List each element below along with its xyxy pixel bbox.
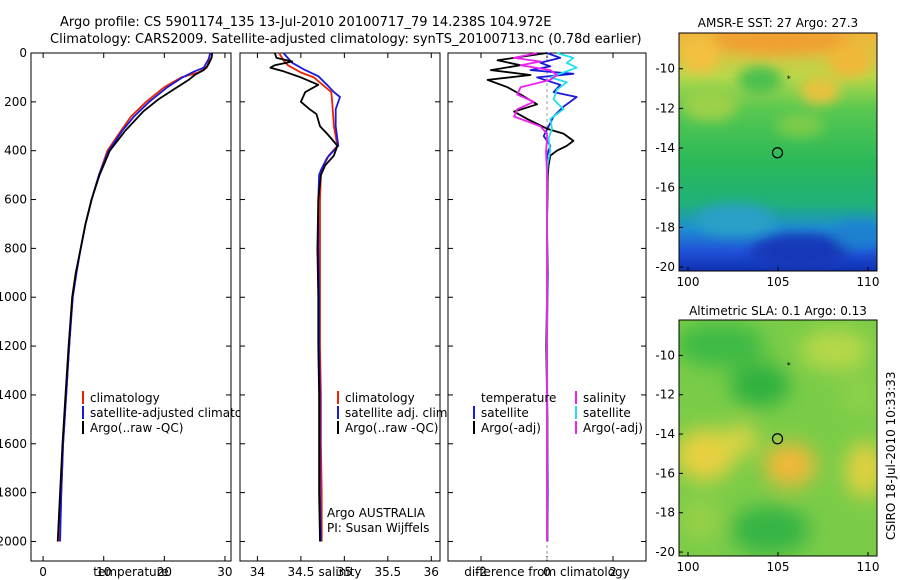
ytick-label: -14 <box>655 141 675 155</box>
sla-map-panel: Altimetric SLA: 0.1 Argo: 0.13 100 105 110… <box>655 304 879 574</box>
salinity-panel: 34 34.5 35 35.5 36 climatology satellite adj… <box>239 52 451 579</box>
xtick-label: -2 <box>475 565 487 579</box>
ytick-label: 800 <box>4 241 27 255</box>
salinity-lines <box>269 52 341 542</box>
float-position-marker <box>771 147 784 159</box>
figure-title-line2: Climatology: CARS2009. Satellite-adjuste… <box>50 32 642 47</box>
ytick-label: 600 <box>4 193 27 207</box>
ytick-label: 400 <box>4 144 27 158</box>
ytick-label: 1000 <box>0 290 27 304</box>
ytick-label: 1800 <box>0 486 27 500</box>
ytick-label: -20 <box>655 260 675 274</box>
salinity-xlabel: salinity <box>318 565 361 579</box>
difference-xlabel: difference from climatology <box>464 565 630 579</box>
side-label: CSIRO 18-Jul-2010 10:33:33 <box>884 372 898 540</box>
sst-map-title: AMSR-E SST: 27 Argo: 27.3 <box>698 16 858 30</box>
xtick-label: 35.5 <box>374 565 401 579</box>
ytick-label: -12 <box>655 388 675 402</box>
legend-label-satellite: satellite adj. clim. <box>345 406 451 420</box>
legend-label-temp-satellite: satellite <box>481 406 529 420</box>
series-line-argo-raw-qc <box>56 52 214 542</box>
salinity-annotation-line2: PI: Susan Wijffels <box>327 521 429 535</box>
legend-label-climatology: climatology <box>345 391 415 405</box>
sst-map-heatmap <box>679 33 877 271</box>
sla-map-markers: * <box>771 361 791 445</box>
xtick-label: 100 <box>677 560 700 574</box>
ytick-label: -10 <box>655 348 675 362</box>
temperature-panel: 0 10 20 30 0 200 400 600 800 1000 1200 1400 1600 1800… <box>0 46 268 579</box>
xtick-label: 20 <box>157 565 172 579</box>
temperature-axis-ticks: 0 10 20 30 0 200 400 600 800 1000 1200 1400 1600 1800… <box>0 46 233 579</box>
difference-panel: -2 0 2 temperature satellite Argo(-adj) sa… <box>447 52 647 579</box>
salinity-axis-ticks: 34 34.5 35 35.5 36 <box>240 52 440 579</box>
series-line-salinity-argo-adj <box>513 52 558 542</box>
sst-map-panel: AMSR-E SST: 27 Argo: 27.3 100 105 110 -10 -1… <box>655 16 879 289</box>
xtick-label: 105 <box>767 560 790 574</box>
xtick-label: 36 <box>424 565 439 579</box>
float-position-marker <box>771 433 784 445</box>
ytick-label: 1200 <box>0 339 27 353</box>
xtick-label: 2 <box>609 565 617 579</box>
ytick-label: 1400 <box>0 388 27 402</box>
ytick-label: -18 <box>655 506 675 520</box>
legend-label-argo: Argo(..raw -QC) <box>90 421 183 435</box>
xtick-label: 34.5 <box>288 565 315 579</box>
salinity-annotation-line1: Argo AUSTRALIA <box>327 506 426 520</box>
temperature-lines <box>56 52 214 542</box>
temperature-axes-box <box>30 52 232 562</box>
difference-legend: temperature satellite Argo(-adj) salinit… <box>473 391 643 435</box>
xtick-label: 100 <box>677 275 700 289</box>
series-line-argo-raw-qc <box>269 52 339 542</box>
xtick-label: 110 <box>857 560 880 574</box>
ytick-label: -12 <box>655 101 675 115</box>
legend-label-climatology: climatology <box>90 391 160 405</box>
ytick-label: 2000 <box>0 534 27 548</box>
sla-map-heatmap <box>679 320 877 556</box>
small-marker: * <box>787 361 791 370</box>
sst-map-markers: * <box>771 75 791 159</box>
ytick-label: -16 <box>655 181 675 195</box>
ytick-label: -20 <box>655 545 675 559</box>
temperature-xlabel: temperature <box>93 565 168 579</box>
ytick-label: 0 <box>19 46 27 60</box>
sla-map-title: Altimetric SLA: 0.1 Argo: 0.13 <box>689 304 867 318</box>
legend-label-argo: Argo(..raw -QC) <box>345 421 438 435</box>
xtick-label: 0 <box>39 565 47 579</box>
xtick-label: 10 <box>96 565 111 579</box>
xtick-label: 35 <box>337 565 352 579</box>
ytick-label: -18 <box>655 220 675 234</box>
legend-label-sal-argo: Argo(-adj) <box>583 421 643 435</box>
legend-label-temp-argo: Argo(-adj) <box>481 421 541 435</box>
sla-map-axis-ticks: 100 105 110 -10 -12 -14 -16 -18 -20 <box>655 348 879 574</box>
ytick-label: -16 <box>655 466 675 480</box>
salinity-axes-box <box>239 52 441 562</box>
ytick-label: 1600 <box>0 437 27 451</box>
xtick-label: 105 <box>767 275 790 289</box>
difference-lines <box>486 52 578 542</box>
small-marker: * <box>787 75 791 84</box>
xtick-label: 34 <box>250 565 265 579</box>
sst-map-axis-ticks: 100 105 110 -10 -12 -14 -16 -18 -20 <box>655 62 879 289</box>
xtick-label: 30 <box>217 565 232 579</box>
legend-heading-temperature: temperature <box>481 391 556 405</box>
xtick-label: 110 <box>857 275 880 289</box>
ytick-label: -14 <box>655 427 675 441</box>
legend-label-sal-satellite: satellite <box>583 406 631 420</box>
legend-label-satellite: satellite-adjusted climatology <box>90 406 268 420</box>
temperature-legend: climatology satellite-adjusted climatolo… <box>82 391 268 435</box>
figure-title-line1: Argo profile: CS 5901174_135 13-Jul-2010… <box>60 15 551 30</box>
salinity-legend: climatology satellite adj. clim. Argo(..… <box>337 391 451 435</box>
ytick-label: -10 <box>655 62 675 76</box>
ytick-label: 200 <box>4 95 27 109</box>
legend-heading-salinity: salinity <box>583 391 626 405</box>
xtick-label: 0 <box>543 565 551 579</box>
